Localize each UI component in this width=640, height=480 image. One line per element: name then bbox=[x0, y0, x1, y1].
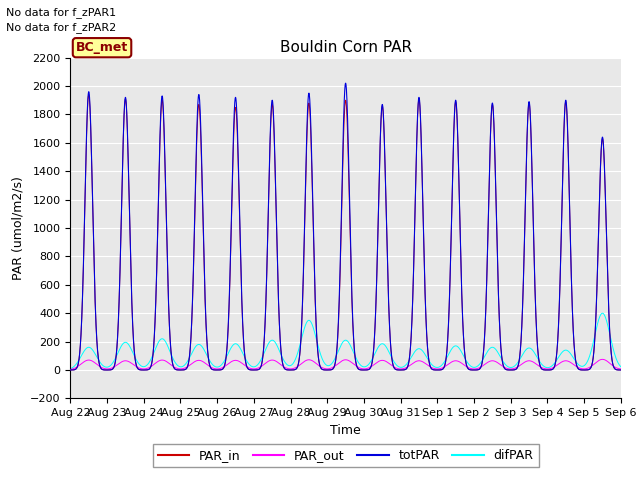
Y-axis label: PAR (umol/m2/s): PAR (umol/m2/s) bbox=[12, 176, 24, 280]
Title: Bouldin Corn PAR: Bouldin Corn PAR bbox=[280, 40, 412, 55]
Text: No data for f_zPAR1: No data for f_zPAR1 bbox=[6, 7, 116, 18]
X-axis label: Time: Time bbox=[330, 424, 361, 437]
Legend: PAR_in, PAR_out, totPAR, difPAR: PAR_in, PAR_out, totPAR, difPAR bbox=[152, 444, 539, 467]
Text: BC_met: BC_met bbox=[76, 41, 128, 54]
Text: No data for f_zPAR2: No data for f_zPAR2 bbox=[6, 22, 116, 33]
